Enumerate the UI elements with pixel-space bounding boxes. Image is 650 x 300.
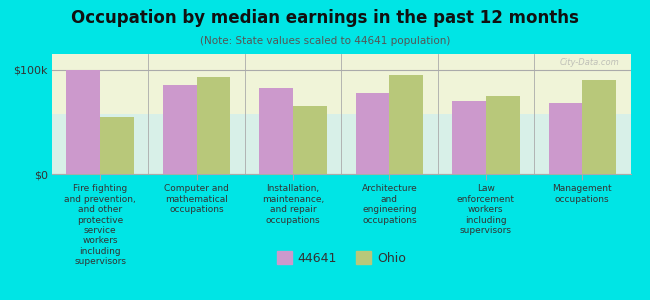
Legend: 44641, Ohio: 44641, Ohio <box>272 246 411 270</box>
Bar <box>52 114 630 174</box>
Bar <box>52 54 630 114</box>
Bar <box>259 88 293 174</box>
Text: (Note: State values scaled to 44641 population): (Note: State values scaled to 44641 popu… <box>200 36 450 46</box>
Bar <box>293 106 327 174</box>
Bar <box>196 77 230 174</box>
Bar <box>163 85 196 174</box>
Text: Occupation by median earnings in the past 12 months: Occupation by median earnings in the pas… <box>71 9 579 27</box>
Bar <box>582 80 616 174</box>
Bar <box>452 101 486 174</box>
Bar <box>66 70 100 174</box>
Bar <box>356 93 389 174</box>
Text: City-Data.com: City-Data.com <box>559 58 619 67</box>
Bar <box>549 103 582 174</box>
Bar <box>389 75 423 174</box>
Bar <box>100 117 134 174</box>
Bar <box>486 96 519 174</box>
